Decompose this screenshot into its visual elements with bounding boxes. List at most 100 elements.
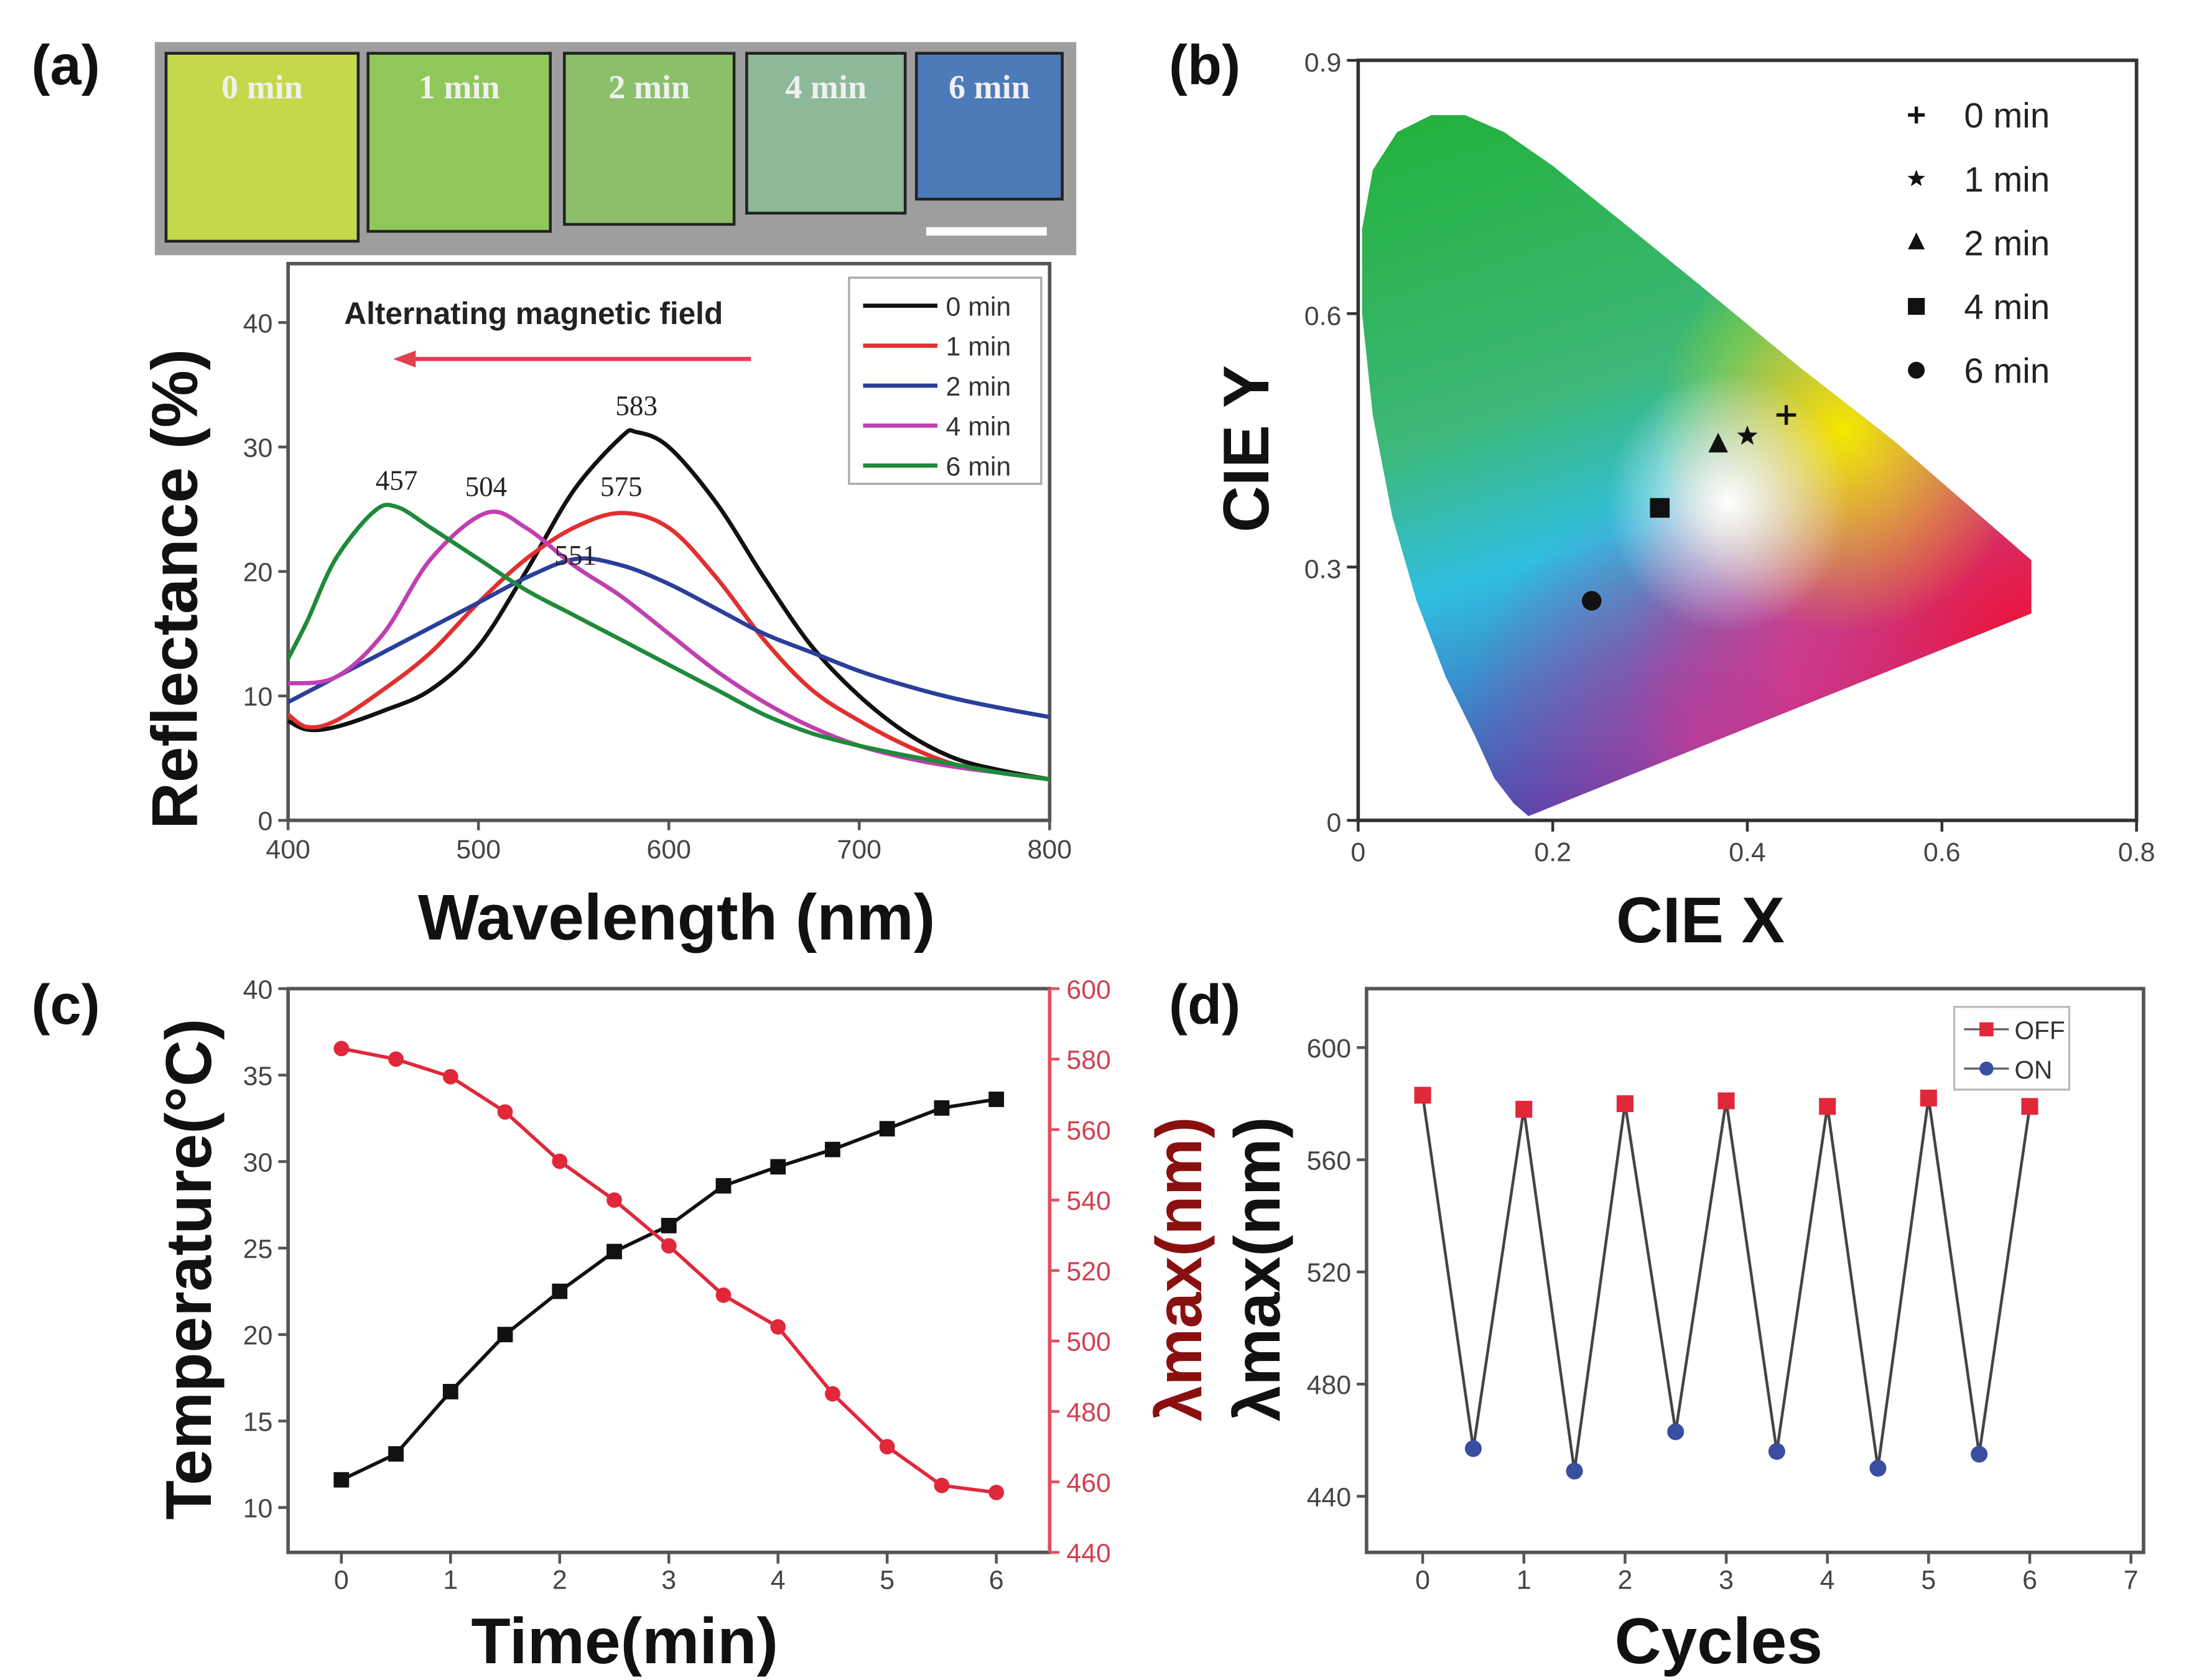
cie-color-fill bbox=[1362, 115, 2032, 817]
right-y-tick-label: 600 bbox=[1066, 975, 1110, 1005]
y-tick-label: 40 bbox=[243, 309, 273, 338]
peak-label: 583 bbox=[615, 391, 658, 422]
x-axis-title: Wavelength (nm) bbox=[418, 881, 936, 954]
y-tick-label: 10 bbox=[243, 1493, 273, 1523]
data-point-temperature bbox=[388, 1446, 404, 1462]
y-tick-label: 0 bbox=[258, 807, 272, 837]
x-tick-label: 600 bbox=[646, 835, 690, 865]
data-point-on bbox=[1566, 1462, 1583, 1480]
y-tick-label: 0.6 bbox=[1304, 301, 1342, 331]
legend-label: OFF bbox=[2015, 1016, 2065, 1045]
data-point-on bbox=[1971, 1446, 1988, 1463]
data-point-lambda bbox=[879, 1439, 895, 1455]
data-point-plus bbox=[1776, 405, 1796, 425]
x-tick-label: 1 bbox=[1517, 1565, 1531, 1595]
data-point-on bbox=[1869, 1460, 1887, 1477]
data-point-temperature bbox=[825, 1141, 840, 1158]
y-tick-label: 440 bbox=[1307, 1482, 1351, 1512]
panel-label-c: (c) bbox=[32, 973, 100, 1036]
data-point-temperature bbox=[497, 1327, 513, 1343]
right-y-tick-label: 480 bbox=[1066, 1398, 1110, 1427]
data-point-temperature bbox=[442, 1383, 458, 1399]
temperature-lambda-chart: 0 1 2 3 4 5 6 10 15 20 25 30 35 40 440 460 480 500 520 540 5… bbox=[152, 975, 1215, 1677]
series-line-0-min bbox=[287, 428, 1050, 782]
reflectance-chart: 400 500 600 700 800 0 10 20 30 40 Wavelength (nm) R… bbox=[139, 262, 1072, 954]
legend-label: 4 min bbox=[946, 412, 1011, 442]
legend-marker-plus bbox=[1908, 106, 1925, 124]
x-tick-label: 0.6 bbox=[1923, 837, 1961, 867]
data-point-lambda bbox=[770, 1319, 786, 1335]
data-point-off bbox=[1515, 1100, 1533, 1118]
data-point-temperature bbox=[879, 1121, 895, 1137]
data-point-triangle bbox=[1708, 432, 1728, 453]
right-y-tick-label: 580 bbox=[1066, 1046, 1110, 1075]
x-tick-label: 6 bbox=[2022, 1565, 2037, 1595]
plot-frame bbox=[286, 986, 1052, 1554]
panel-label-d: (d) bbox=[1169, 973, 1240, 1036]
x-tick-label: 0 bbox=[334, 1565, 349, 1595]
y-tick-label: 0.9 bbox=[1304, 48, 1342, 78]
legend-marker-off bbox=[1979, 1022, 1994, 1037]
field-arrow-head bbox=[393, 350, 416, 368]
sample-photo-label: 4 min bbox=[785, 68, 867, 106]
peak-label: 457 bbox=[376, 465, 418, 496]
peak-label: 551 bbox=[554, 540, 597, 571]
sample-photo bbox=[366, 52, 552, 233]
series-line-lambda bbox=[341, 1046, 997, 1495]
x-tick-label: 3 bbox=[1719, 1565, 1734, 1595]
legend-marker-triangle bbox=[1908, 232, 1925, 249]
y-tick-label: 20 bbox=[243, 558, 273, 588]
x-tick-label: 1 bbox=[443, 1565, 458, 1595]
sample-photo bbox=[914, 52, 1064, 201]
scale-bar bbox=[926, 227, 1047, 236]
data-point-temperature bbox=[607, 1243, 622, 1260]
right-y-axis-title: λmax(nm) bbox=[1143, 1116, 1215, 1421]
y-tick-label: 30 bbox=[243, 1148, 273, 1177]
y-axis-title: Temperature(°C) bbox=[152, 1018, 225, 1520]
data-point-star bbox=[1737, 425, 1758, 445]
sample-photo-label: 6 min bbox=[949, 68, 1030, 106]
x-tick-label: 700 bbox=[837, 835, 881, 865]
y-tick-label: 20 bbox=[243, 1320, 273, 1350]
x-tick-label: 2 bbox=[552, 1565, 567, 1595]
x-tick-label: 5 bbox=[1921, 1565, 1936, 1595]
x-tick-label: 4 bbox=[771, 1565, 786, 1595]
y-tick-label: 600 bbox=[1307, 1034, 1351, 1064]
x-tick-label: 0 bbox=[1415, 1565, 1430, 1595]
sample-photo-label: 0 min bbox=[221, 68, 303, 106]
x-tick-label: 7 bbox=[2124, 1565, 2139, 1595]
y-tick-label: 520 bbox=[1307, 1258, 1351, 1288]
data-point-temperature bbox=[988, 1092, 1005, 1107]
series-line-1-min bbox=[287, 511, 1050, 782]
data-point-lambda bbox=[607, 1192, 622, 1208]
legend-label: 6 min bbox=[1964, 351, 2050, 391]
y-tick-label: 0 bbox=[1326, 808, 1341, 838]
legend-box bbox=[848, 276, 1043, 485]
data-point-off bbox=[1616, 1095, 1634, 1112]
series-line-2-min bbox=[287, 556, 1050, 720]
data-point-off bbox=[2021, 1098, 2038, 1115]
y-tick-label: 560 bbox=[1307, 1146, 1351, 1176]
data-point-lambda bbox=[442, 1069, 458, 1085]
x-tick-label: 4 bbox=[1820, 1565, 1835, 1595]
data-point-temperature bbox=[552, 1283, 568, 1299]
sample-photo-label: 2 min bbox=[608, 68, 690, 106]
legend-label: 4 min bbox=[1964, 287, 2050, 327]
data-point-temperature bbox=[715, 1178, 732, 1194]
legend-label: ON bbox=[2015, 1056, 2053, 1084]
data-point-lambda bbox=[333, 1041, 350, 1057]
cycle-line bbox=[1421, 1095, 2032, 1472]
data-point-lambda bbox=[661, 1238, 677, 1254]
data-point-square bbox=[1650, 498, 1670, 518]
legend-label: 2 min bbox=[1964, 223, 2050, 262]
data-point-lambda bbox=[497, 1104, 513, 1120]
x-tick-label: 400 bbox=[266, 835, 310, 865]
cycles-chart: 0 1 2 3 4 5 6 7 440 480 520 560 600 Cycles λmax(nm) OFF… bbox=[1221, 986, 2145, 1677]
right-y-tick-label: 460 bbox=[1066, 1468, 1110, 1498]
data-point-circle bbox=[1581, 591, 1602, 611]
series-line-6-min bbox=[286, 503, 1050, 782]
data-point-lambda bbox=[715, 1287, 732, 1303]
y-axis-title: CIE Y bbox=[1210, 365, 1282, 532]
legend-label: 2 min bbox=[946, 372, 1011, 402]
